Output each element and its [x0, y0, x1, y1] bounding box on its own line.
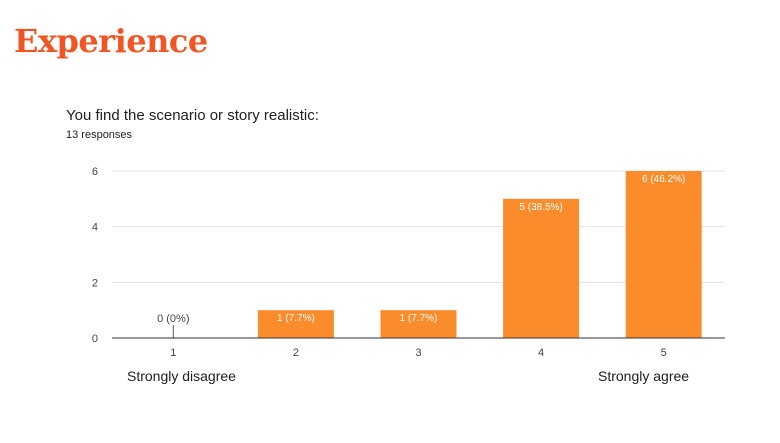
axes: 0 2 4 6 1 2 3 4 5: [92, 166, 725, 359]
data-label-4: 5 (38.5%): [519, 202, 562, 213]
response-count: 13 responses: [66, 129, 133, 141]
bars: [257, 171, 702, 338]
bar-2: [257, 310, 334, 338]
chart-title: You find the scenario or story realistic…: [66, 107, 319, 124]
x-tick-label-4: 4: [538, 347, 544, 359]
data-label-5: 6 (46.2%): [642, 174, 685, 185]
slide-title: Experience: [14, 22, 208, 60]
bar-3: [380, 310, 457, 338]
data-label-2: 1 (7.7%): [277, 313, 315, 324]
x-tick-label-2: 2: [293, 347, 299, 359]
y-tick-label: 0: [92, 333, 98, 345]
x-tick-label-1: 1: [170, 347, 176, 359]
x-tick-label-3: 3: [415, 347, 421, 359]
x-tick-label-5: 5: [661, 347, 667, 359]
y-tick-label: 2: [92, 277, 98, 289]
scale-label-high: Strongly agree: [598, 368, 690, 384]
y-tick-label: 4: [92, 222, 98, 234]
data-labels: 0 (0%) 1 (7.7%) 1 (7.7%) 5 (38.5%) 6 (46.2%): [157, 174, 685, 338]
bar-5: [625, 171, 702, 338]
data-label-1: 0 (0%): [157, 313, 189, 325]
bar-4: [503, 198, 580, 338]
grid-lines: [112, 170, 725, 283]
data-label-3: 1 (7.7%): [400, 313, 438, 324]
y-tick-label: 6: [92, 166, 98, 178]
scale-label-low: Strongly disagree: [127, 368, 236, 384]
